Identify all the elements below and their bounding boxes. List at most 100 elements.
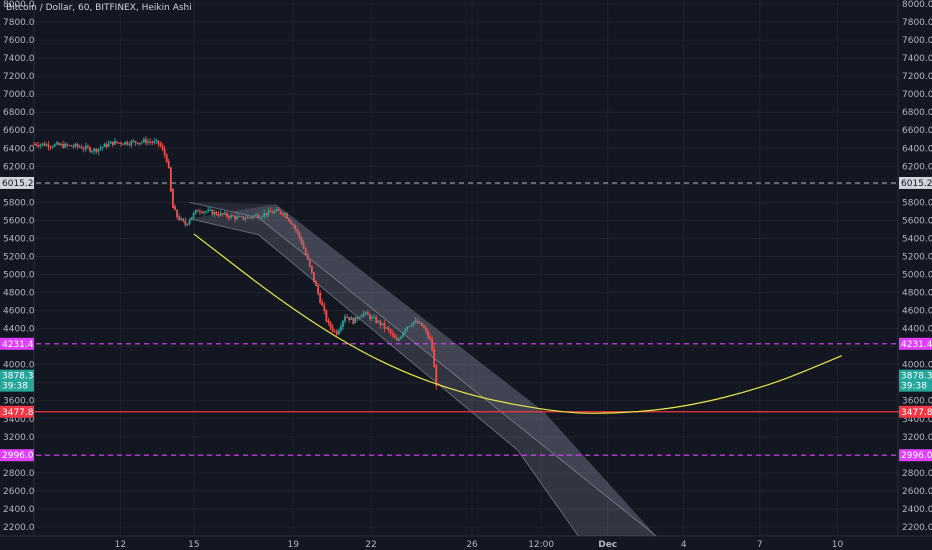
candle [335,330,338,335]
candle [296,229,299,233]
level-tag-right: 3477.8 [901,408,932,418]
y-tick-label-right: 2600.0 [902,487,932,497]
candle [269,210,272,213]
candle [132,140,135,142]
level-tag-right: 2996.0 [901,451,932,461]
x-tick-label: 19 [287,540,299,550]
bowl-curve [193,233,843,414]
y-tick-label-left: 7000.0 [3,90,35,100]
candle [225,212,228,217]
candle [352,317,355,324]
y-tick-label-right: 3200.0 [902,433,932,443]
candle [165,154,168,162]
candle [153,141,156,143]
candle [371,317,373,319]
candle [265,213,268,216]
candle [103,143,106,148]
candle [248,216,251,218]
candle [136,142,139,145]
y-tick-label-left: 3200.0 [3,433,35,443]
x-tick-label: 12:00 [528,540,554,550]
candle [292,223,295,226]
candle [124,141,127,145]
candle [257,214,259,218]
candle [325,310,328,322]
level-tag-left-bg [0,337,34,350]
candle [277,209,280,211]
candle [169,167,172,192]
candle [70,145,73,147]
candle [126,141,129,145]
candle [221,212,224,215]
y-tick-label-left: 4000.0 [3,361,35,371]
candle [246,216,249,219]
candle [39,144,42,147]
y-tick-label-right: 5000.0 [902,271,932,281]
candle [425,327,427,332]
candle [186,223,189,225]
candle [350,317,353,320]
candle [412,321,415,326]
y-tick-label-left: 6400.0 [3,144,35,154]
candle [93,148,96,152]
candle [354,316,357,324]
candle [323,305,326,311]
countdown-tag-right: 39:38 [901,382,927,392]
y-tick-label-left: 3600.0 [3,397,35,407]
y-tick-label-right: 4400.0 [902,325,932,335]
candle [408,326,411,328]
level-tag-left: 4231.4 [2,340,34,350]
candle [219,212,222,216]
y-tick-label-left: 5200.0 [3,252,35,262]
y-tick-label-right: 5400.0 [902,234,932,244]
candle [321,301,324,306]
candle [273,210,276,214]
candle [176,209,178,218]
x-tick-label: 12 [115,540,126,550]
candle [279,210,282,214]
candle [223,212,226,215]
candle [362,312,365,316]
candle [37,145,40,147]
y-tick-label-left: 7800.0 [3,18,35,28]
candle [400,336,402,339]
candle [234,216,237,220]
candle [240,216,243,218]
y-tick-label-left: 8000.0 [3,0,35,10]
y-tick-label-right: 7000.0 [902,90,932,100]
y-tick-label-right: 6400.0 [902,144,932,154]
candle [157,140,160,144]
candle [379,320,382,326]
candle [167,160,170,169]
y-tick-label-right: 5800.0 [902,198,932,208]
candle [306,254,309,260]
y-tick-label-right: 7600.0 [902,36,932,46]
candle [128,144,131,146]
candle [402,332,405,337]
current-price-tag-left: 3878.3 [2,372,34,382]
candle [196,210,199,212]
candle [271,212,274,214]
candle [91,151,93,153]
candle [78,146,81,148]
candle [55,142,58,145]
x-tick-label: 15 [188,540,199,550]
y-tick-label-left: 7400.0 [3,54,35,64]
current-price-tag-right-bg [899,369,932,382]
candle [51,146,54,148]
candle [89,147,91,152]
level-tag-left-bg [0,449,34,462]
chart-title: Bitcoin / Dollar, 60, BITFINEX, Heikin A… [6,3,192,13]
level-tag-left: 6015.2 [2,179,34,189]
candle [192,212,195,218]
candle [308,259,311,267]
candle [344,316,346,322]
candle [337,330,340,335]
candle [172,189,174,209]
channel-lower-band [189,204,657,536]
y-tick-label-right: 7800.0 [902,18,932,28]
candle [203,211,205,213]
candle [43,143,46,146]
candle [74,143,77,147]
